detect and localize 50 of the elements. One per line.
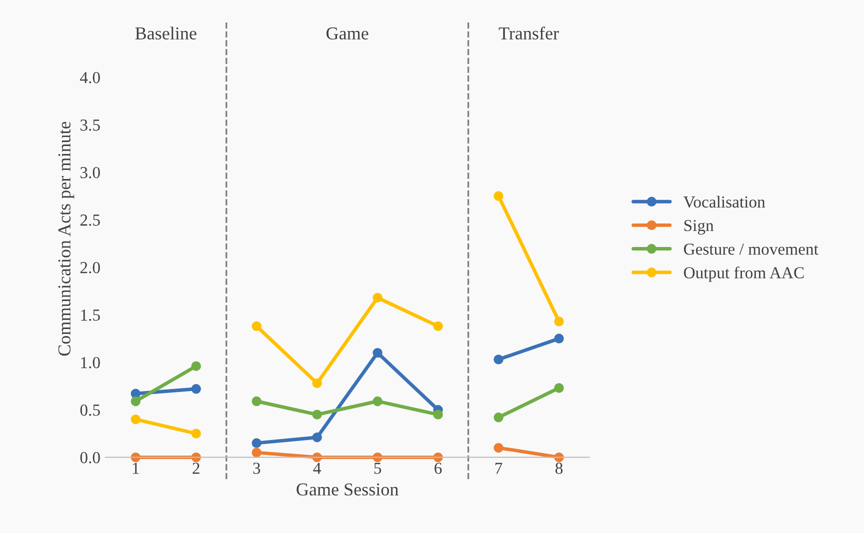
- legend-label: Gesture / movement: [684, 244, 818, 255]
- x-tick-label: 8: [555, 462, 563, 474]
- x-tick-label: 3: [253, 462, 260, 474]
- point: [372, 396, 382, 406]
- y-axis-title: Communication Acts per minute: [58, 122, 74, 356]
- point: [252, 396, 262, 406]
- point: [191, 428, 201, 438]
- point: [252, 438, 262, 448]
- point: [130, 414, 141, 424]
- point: [433, 321, 443, 332]
- y-tick-label: 0.0: [80, 452, 100, 464]
- x-tick-label: 6: [434, 462, 442, 474]
- y-tick-label: 2.5: [80, 214, 100, 226]
- point: [191, 361, 201, 371]
- point: [554, 334, 564, 344]
- y-tick-label: 1.0: [81, 357, 100, 368]
- point: [433, 410, 443, 420]
- point: [494, 442, 504, 453]
- point: [494, 354, 504, 364]
- point: [372, 292, 382, 303]
- point: [554, 383, 564, 393]
- x-tick-label: 2: [192, 462, 200, 474]
- legend-label: Vocalisation: [683, 196, 766, 208]
- point: [312, 432, 322, 442]
- x-axis-title: Game Session: [296, 483, 398, 496]
- legend-label: Sign: [684, 220, 714, 235]
- x-tick-label: 1: [132, 462, 139, 474]
- point: [554, 316, 564, 326]
- point: [494, 191, 504, 201]
- y-tick-label: 1.5: [81, 310, 100, 321]
- point: [494, 412, 504, 422]
- annotation: Game: [326, 27, 368, 40]
- annotation: Baseline: [135, 26, 196, 40]
- x-tick-label: 5: [374, 462, 382, 474]
- x-tick-label: 7: [495, 462, 502, 474]
- legend-label: Output from AAC: [684, 266, 804, 282]
- y-tick-label: 0.5: [80, 404, 100, 416]
- point: [191, 384, 201, 394]
- x-tick-label: 4: [313, 462, 321, 474]
- point: [312, 378, 322, 388]
- point: [312, 410, 322, 420]
- y-tick-label: 3.5: [80, 120, 100, 131]
- point: [130, 396, 141, 406]
- point: [372, 348, 382, 358]
- point: [252, 448, 262, 458]
- point: [252, 321, 262, 332]
- y-tick-label: 4.0: [80, 72, 100, 84]
- y-tick-label: 3.0: [80, 166, 100, 178]
- y-tick-label: 2.0: [80, 262, 100, 274]
- annotation: Transfer: [498, 26, 559, 40]
